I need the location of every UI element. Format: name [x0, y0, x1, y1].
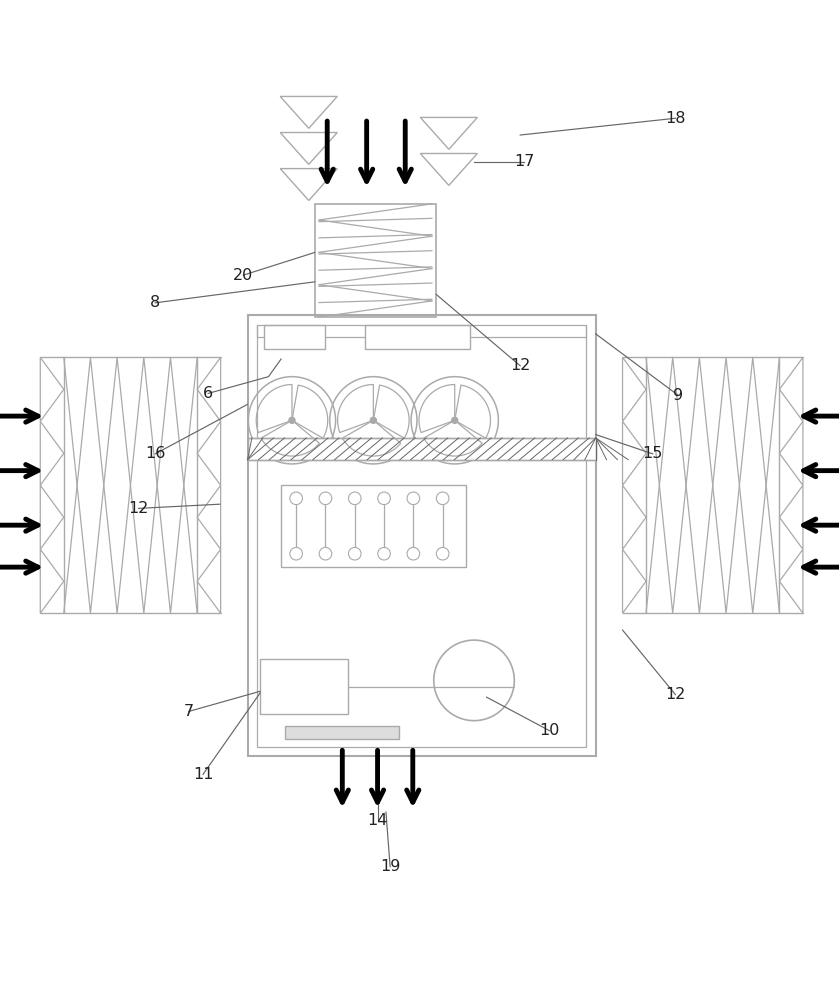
- Circle shape: [407, 547, 420, 560]
- Text: 14: 14: [367, 813, 388, 828]
- Bar: [248, 315, 596, 756]
- Bar: [285, 726, 399, 739]
- Bar: [248, 438, 596, 460]
- Text: 6: 6: [203, 386, 213, 401]
- Text: 12: 12: [128, 501, 149, 516]
- Text: 17: 17: [514, 154, 534, 169]
- Circle shape: [436, 547, 449, 560]
- Text: 10: 10: [539, 723, 560, 738]
- Circle shape: [290, 492, 303, 505]
- Text: 9: 9: [673, 388, 683, 403]
- Text: 12: 12: [665, 687, 685, 702]
- Bar: [315, 204, 436, 317]
- Text: 12: 12: [510, 358, 530, 373]
- Circle shape: [348, 547, 361, 560]
- Circle shape: [289, 417, 295, 423]
- Circle shape: [370, 417, 377, 423]
- Circle shape: [407, 492, 420, 505]
- Circle shape: [378, 547, 390, 560]
- Bar: [257, 325, 586, 747]
- Text: 8: 8: [150, 295, 160, 310]
- Bar: [264, 325, 325, 349]
- Bar: [248, 438, 596, 460]
- Circle shape: [451, 417, 458, 423]
- Circle shape: [319, 547, 331, 560]
- Text: 11: 11: [193, 767, 213, 782]
- Text: 15: 15: [643, 446, 663, 461]
- Bar: [281, 485, 466, 567]
- Bar: [365, 325, 470, 349]
- Text: 19: 19: [380, 859, 400, 874]
- Text: 20: 20: [233, 268, 253, 283]
- Bar: [260, 659, 348, 714]
- Circle shape: [319, 492, 331, 505]
- Circle shape: [290, 547, 303, 560]
- Circle shape: [348, 492, 361, 505]
- Text: 18: 18: [665, 111, 685, 126]
- Text: 7: 7: [184, 704, 194, 719]
- Circle shape: [436, 492, 449, 505]
- Text: 16: 16: [145, 446, 165, 461]
- Circle shape: [378, 492, 390, 505]
